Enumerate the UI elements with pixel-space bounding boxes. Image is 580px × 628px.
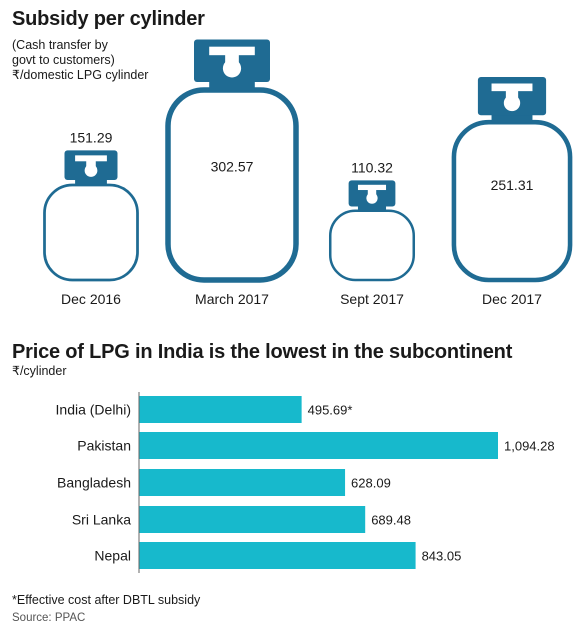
bar-value-label: 1,094.28 bbox=[504, 439, 555, 454]
value-label: 251.31 bbox=[491, 177, 534, 193]
cylinder-cap-stem bbox=[505, 88, 519, 100]
cylinder-3 bbox=[328, 180, 416, 282]
bar-category-label: India (Delhi) bbox=[56, 402, 131, 418]
chart2-title: Price of LPG in India is the lowest in t… bbox=[12, 341, 513, 363]
value-label: 151.29 bbox=[70, 129, 113, 145]
bar-value-label: 495.69* bbox=[308, 403, 353, 418]
category-label: Dec 2016 bbox=[61, 291, 121, 307]
cylinder-cap-hole bbox=[222, 59, 242, 78]
cylinder-collar bbox=[491, 114, 533, 123]
bar-value-label: 843.05 bbox=[422, 549, 462, 564]
chart1-subtitle-line1: (Cash transfer by bbox=[12, 38, 108, 52]
source-note: Source: PPAC bbox=[12, 612, 86, 624]
bar bbox=[139, 469, 346, 496]
cylinder-collar bbox=[75, 178, 107, 185]
footnote: *Effective cost after DBTL subsidy bbox=[12, 593, 201, 607]
cylinder-cap-bar bbox=[75, 155, 107, 162]
chart1-title: Subsidy per cylinder bbox=[12, 8, 205, 30]
cylinder-cap-hole bbox=[366, 192, 378, 204]
bar-value-label: 628.09 bbox=[351, 476, 391, 491]
bar-category-label: Pakistan bbox=[77, 438, 131, 454]
cylinder-cap-bar bbox=[491, 83, 533, 92]
cylinder-4 bbox=[451, 77, 573, 283]
cylinder-2 bbox=[165, 39, 299, 283]
bar-value-label: 689.48 bbox=[371, 513, 411, 528]
chart1-subtitle-line3: ₹/domestic LPG cylinder bbox=[12, 68, 149, 82]
cylinder-cap-hole bbox=[503, 94, 521, 112]
cylinder-cap-stem bbox=[367, 188, 377, 197]
value-label: 110.32 bbox=[351, 159, 393, 175]
chart2-unit-label: ₹/cylinder bbox=[12, 364, 67, 378]
value-label: 302.57 bbox=[211, 159, 254, 175]
bar bbox=[139, 542, 416, 569]
cylinder-1 bbox=[43, 150, 139, 282]
bar-category-label: Bangladesh bbox=[57, 475, 131, 491]
cylinder-collar bbox=[357, 205, 387, 211]
category-label: Dec 2017 bbox=[482, 291, 542, 307]
category-label: March 2017 bbox=[195, 291, 269, 307]
cylinder-cap-stem bbox=[86, 159, 96, 169]
cylinder-collar bbox=[209, 81, 255, 90]
chart1-subtitle-line2: govt to customers) bbox=[12, 53, 115, 67]
bar bbox=[139, 506, 366, 533]
bar-category-label: Nepal bbox=[94, 548, 131, 564]
cylinder-body bbox=[328, 209, 416, 282]
cylinder-cap-bar bbox=[209, 46, 255, 56]
subsidy-pictograph-chart: 151.29 Dec 2016 302.57 March 2017 110.32 Sept… bbox=[43, 39, 573, 307]
cylinder-cap-bar bbox=[357, 184, 387, 191]
bar bbox=[139, 396, 302, 423]
category-label: Sept 2017 bbox=[340, 291, 404, 307]
bar-category-label: Sri Lanka bbox=[72, 512, 131, 528]
bar bbox=[139, 432, 498, 459]
cylinder-cap-hole bbox=[84, 164, 98, 177]
